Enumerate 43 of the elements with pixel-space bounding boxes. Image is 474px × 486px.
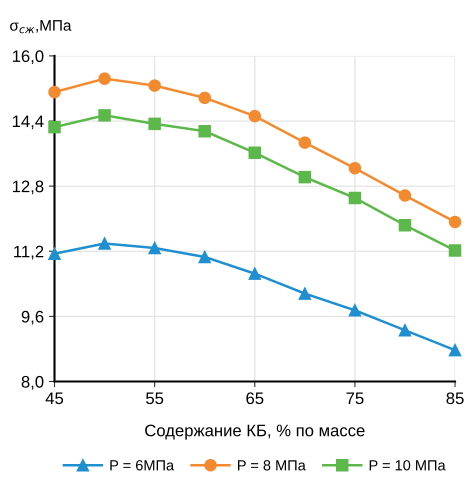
point [348, 304, 362, 317]
point [448, 244, 462, 257]
point [348, 192, 362, 204]
point [248, 267, 262, 280]
x-tick-label: 85 [446, 392, 464, 404]
point [198, 124, 211, 138]
point [148, 118, 161, 130]
point [198, 250, 211, 264]
y-tick-label: 8,0 [22, 376, 44, 390]
point [248, 146, 262, 160]
x-tick-label: 65 [246, 392, 264, 404]
point [48, 120, 61, 134]
legend-label: P = 10 МПа [370, 460, 446, 470]
x-tick-label: 75 [346, 392, 364, 404]
point [448, 344, 462, 356]
point [298, 136, 312, 149]
x-tick-label: 45 [46, 392, 64, 404]
point [398, 189, 412, 202]
y-tick-label: 11,2 [14, 246, 44, 260]
point [448, 216, 462, 228]
point [48, 86, 61, 98]
y-axis-title: σ$_{сж}$,МПа [10, 20, 72, 34]
point [198, 92, 211, 104]
point [248, 110, 262, 122]
point [298, 287, 312, 300]
point [348, 162, 362, 174]
point [298, 170, 312, 184]
y-tick-label: 16,0 [12, 50, 44, 64]
point [148, 79, 161, 92]
x-axis-title: Содержание КБ, % по массе [145, 424, 365, 440]
y-tick-label: 14,4 [12, 116, 44, 130]
point [98, 237, 111, 250]
point [98, 72, 111, 85]
point [398, 218, 412, 232]
legend-label: P = 6МПа [110, 460, 174, 470]
y-tick-label: 12,8 [12, 180, 44, 194]
point [398, 324, 412, 336]
x-tick-label: 55 [146, 392, 164, 404]
legend-label: P = 8 МПа [238, 460, 306, 470]
y-tick-label: 9,6 [22, 310, 44, 325]
point [48, 247, 61, 260]
point [98, 109, 111, 122]
point [148, 242, 161, 254]
